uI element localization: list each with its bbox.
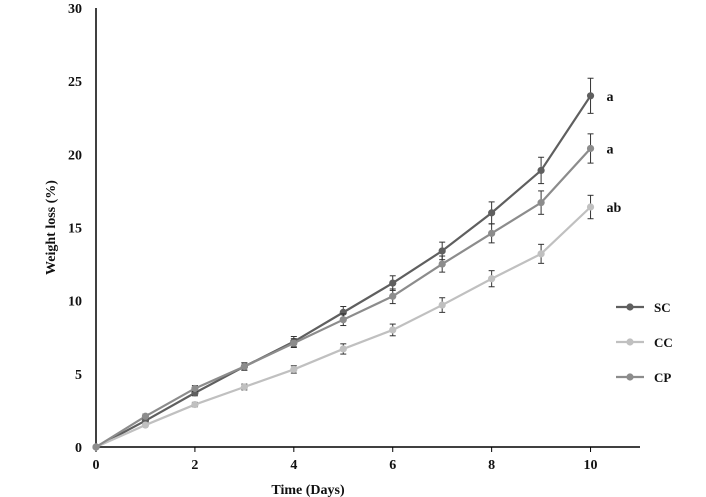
data-point: [389, 326, 397, 334]
y-tick-label: 10: [68, 295, 82, 310]
data-point: [488, 209, 496, 217]
legend: SC CC CP: [616, 300, 673, 385]
data-point: [537, 166, 545, 175]
x-tick-label: 2: [191, 458, 198, 473]
data-point: [488, 275, 496, 283]
series-cp: [92, 133, 595, 451]
legend-swatch-marker: [626, 373, 634, 381]
data-point: [537, 250, 545, 258]
data-point: [191, 400, 199, 409]
data-point: [586, 203, 595, 211]
data-point: [240, 362, 248, 371]
legend-item-cc: CC: [616, 335, 673, 350]
series-layer: [92, 77, 595, 451]
significance-label: a: [607, 90, 614, 105]
y-tick-label: 30: [68, 2, 82, 17]
data-point: [438, 247, 446, 255]
series-line: [95, 206, 592, 449]
data-point: [92, 443, 100, 451]
y-tick-label: 25: [68, 75, 82, 90]
axes: 0 2 4 6 8 10 0 5 10 15 20 25 30 Time (Days) Weight los…: [44, 2, 640, 497]
data-point: [586, 92, 595, 100]
y-axis-title: Weight loss (%): [44, 180, 59, 275]
data-point: [537, 199, 545, 207]
data-point: [141, 421, 150, 429]
significance-label: ab: [607, 201, 622, 216]
data-point: [141, 412, 150, 420]
x-tick-label: 0: [93, 458, 100, 473]
legend-item-cp: CP: [616, 370, 671, 385]
data-point: [438, 260, 446, 268]
y-tick-label: 0: [75, 441, 82, 456]
x-tick-label: 4: [290, 458, 297, 473]
x-tick-label: 8: [488, 458, 495, 473]
annotation-layer: a a ab: [607, 90, 622, 216]
data-point: [339, 345, 347, 353]
y-tick-label: 15: [68, 222, 82, 237]
significance-label: a: [607, 142, 614, 157]
data-point: [240, 383, 248, 391]
data-point: [586, 144, 595, 153]
y-tick-label: 20: [68, 148, 82, 163]
legend-label: CP: [654, 370, 671, 385]
data-point: [389, 292, 397, 300]
series-line: [95, 95, 592, 448]
legend-swatch-marker: [626, 338, 634, 346]
x-tick-label: 10: [584, 458, 598, 473]
y-tick-label: 5: [75, 368, 82, 383]
legend-label: CC: [654, 335, 673, 350]
legend-item-sc: SC: [616, 300, 671, 315]
legend-label: SC: [654, 300, 671, 315]
legend-swatch-marker: [626, 303, 634, 311]
x-tick-label: 6: [389, 458, 396, 473]
data-point: [290, 339, 298, 347]
data-point: [389, 279, 397, 287]
data-point: [339, 316, 347, 324]
data-point: [290, 365, 298, 374]
x-axis-title: Time (Days): [271, 483, 345, 497]
data-point: [191, 384, 199, 393]
data-point: [488, 229, 496, 237]
series-line: [95, 147, 592, 448]
data-point: [438, 301, 446, 309]
